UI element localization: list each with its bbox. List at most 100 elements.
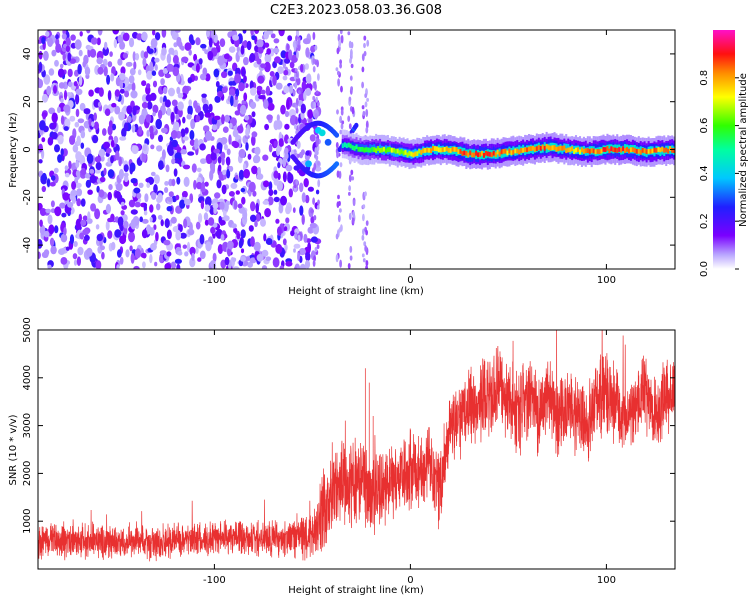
speckle-mark [254, 30, 260, 34]
speckle-mark [232, 99, 238, 108]
speckle-mark [339, 30, 343, 35]
speckle-mark [273, 140, 278, 148]
speckle-mark [141, 229, 148, 239]
ridge-mark [492, 150, 495, 156]
speckle-mark [150, 144, 155, 150]
ridge-mark [388, 147, 391, 152]
speckle-mark [339, 208, 342, 213]
speckle-mark [122, 52, 128, 59]
speckle-mark [107, 61, 113, 68]
speckle-mark [191, 163, 197, 173]
speckle-mark [120, 210, 125, 216]
speckle-mark [250, 30, 254, 36]
speckle-mark [93, 112, 97, 121]
speckle-mark [296, 50, 299, 59]
speckle-mark [71, 195, 76, 204]
speckle-mark [221, 156, 225, 166]
speckle-mark [312, 66, 316, 73]
speckle-mark [47, 136, 54, 146]
speckle-mark [279, 265, 285, 269]
speckle-mark [128, 199, 136, 208]
speckle-mark [201, 181, 206, 192]
ridge-mark [602, 147, 605, 152]
speckle-mark [256, 39, 264, 48]
speckle-mark [254, 94, 260, 102]
speckle-mark [189, 222, 193, 233]
ridge-mark [490, 152, 493, 158]
speckle-mark [300, 149, 305, 156]
ridge-mark [629, 147, 632, 153]
speckle-mark [178, 224, 183, 233]
speckle-mark [278, 138, 284, 147]
speckle-mark [182, 164, 191, 170]
speckle-mark [166, 107, 172, 116]
speckle-mark [206, 30, 210, 38]
speckle-mark [63, 104, 71, 113]
speckle-mark [38, 239, 43, 249]
speckle-mark [188, 49, 192, 56]
speckle-mark [218, 164, 222, 172]
speckle-mark [212, 252, 217, 263]
speckle-mark [339, 129, 343, 135]
speckle-mark [225, 200, 231, 206]
speckle-mark [264, 42, 270, 48]
speckle-mark [292, 89, 296, 97]
speckle-mark [180, 45, 185, 51]
speckle-mark [315, 189, 320, 195]
snr-y-tick-label: 1000 [22, 508, 33, 533]
speckle-mark [348, 40, 352, 49]
ridge-mark [347, 142, 350, 148]
speckle-mark [224, 256, 230, 266]
snr-y-tick-label: 4000 [22, 365, 33, 390]
speckle-mark [151, 70, 157, 76]
speckle-mark [248, 225, 254, 232]
speckle-mark [68, 160, 72, 170]
ridge-mark [518, 149, 521, 155]
speckle-mark [134, 248, 141, 259]
speckle-mark [174, 258, 182, 264]
ridge-mark [661, 146, 664, 152]
ridge-mark [569, 147, 572, 153]
speckle-mark [310, 208, 314, 214]
speckle-mark [362, 204, 366, 209]
ridge-mark [651, 148, 654, 154]
speckle-mark [193, 53, 198, 62]
speckle-mark [184, 127, 189, 134]
speckle-mark [265, 85, 271, 96]
speckle-mark [221, 86, 228, 94]
speckle-mark [175, 229, 182, 241]
speckle-mark [238, 82, 245, 92]
speckle-mark [204, 181, 209, 187]
ridge-mark [443, 147, 446, 152]
speckle-mark [350, 86, 353, 92]
speckle-mark [122, 32, 130, 42]
speckle-mark [120, 201, 125, 207]
speckle-mark [55, 34, 59, 40]
ridge-mark [653, 147, 656, 153]
speckle-mark [231, 223, 237, 229]
ridge-mark [608, 148, 611, 154]
ridge-mark [665, 147, 668, 153]
speckle-mark [146, 129, 150, 137]
speckle-mark [297, 42, 301, 52]
speckle-mark [286, 43, 290, 51]
speckle-mark [298, 248, 306, 256]
ridge-mark [375, 148, 378, 153]
speckle-mark [150, 38, 158, 49]
ridge-mark [494, 152, 497, 158]
speckle-mark [282, 156, 287, 168]
speckle-mark [292, 207, 296, 214]
speckle-mark [249, 52, 256, 63]
speckle-mark [97, 30, 103, 36]
speckle-mark [216, 179, 222, 189]
speckle-mark [257, 75, 265, 84]
speckle-mark [187, 151, 195, 156]
speckle-mark [349, 57, 352, 64]
speckle-mark [249, 257, 257, 264]
speckle-mark [193, 100, 198, 109]
speckle-mark [284, 57, 291, 64]
speckle-mark [115, 183, 123, 191]
ridge-mark [404, 150, 407, 155]
speckle-mark [199, 73, 207, 81]
speckle-mark [90, 203, 97, 212]
